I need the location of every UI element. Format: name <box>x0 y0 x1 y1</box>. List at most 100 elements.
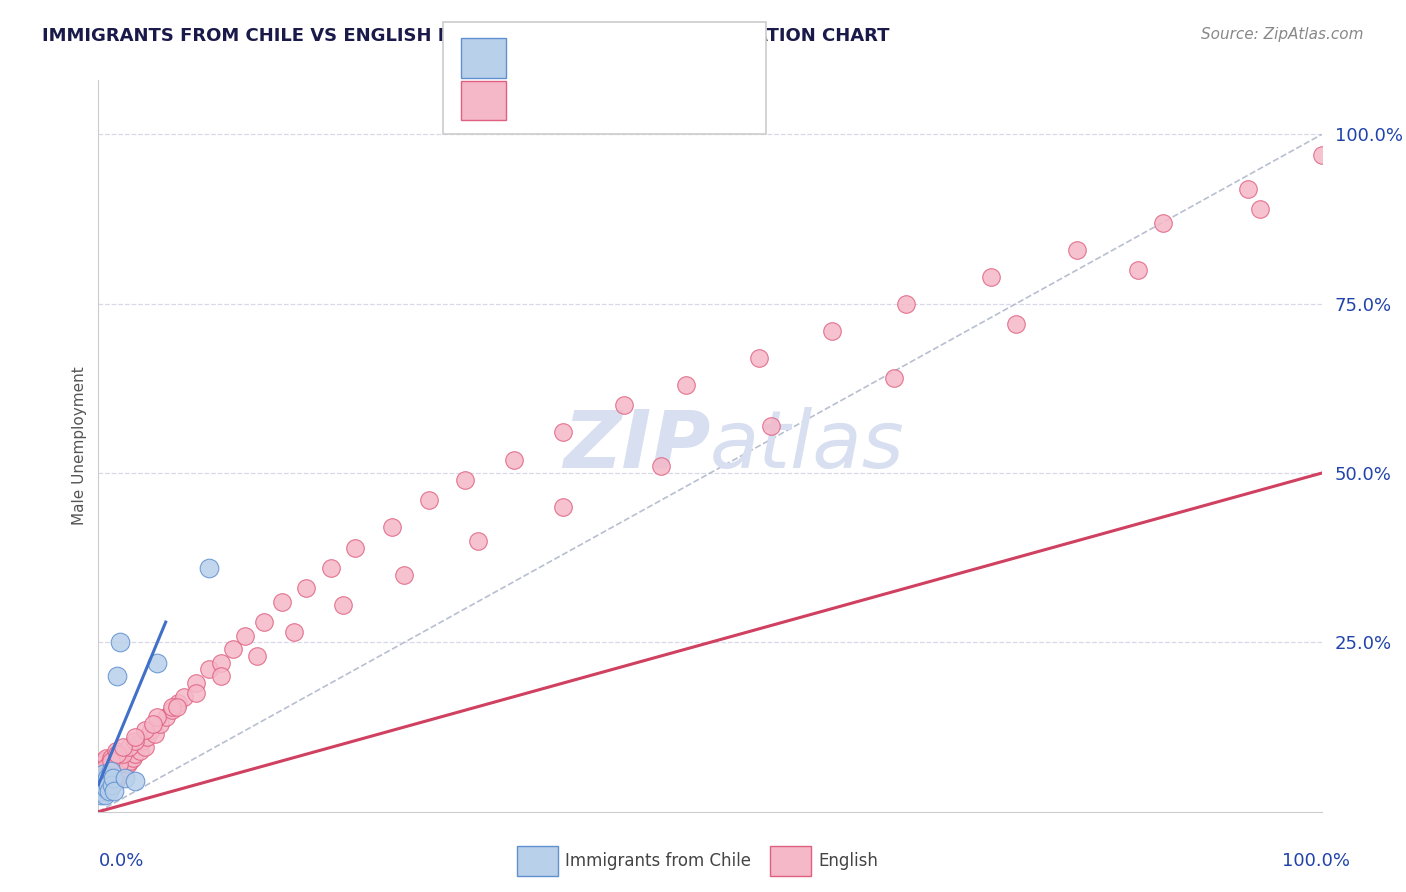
Point <box>94 767 117 781</box>
Point <box>1152 215 1174 229</box>
Point <box>101 764 124 778</box>
Point <box>101 774 124 789</box>
Point <box>111 740 134 755</box>
Point <box>100 761 122 775</box>
Point <box>94 750 117 764</box>
Point <box>118 747 141 761</box>
Point <box>332 598 354 612</box>
Point <box>155 710 177 724</box>
Point <box>124 774 146 789</box>
Point <box>101 778 124 792</box>
Point <box>124 733 146 747</box>
Point <box>107 764 129 778</box>
Point <box>104 744 127 758</box>
Point <box>121 750 143 764</box>
Point <box>108 757 131 772</box>
Point <box>111 747 134 761</box>
Text: R = 0.598   N = 24: R = 0.598 N = 24 <box>515 49 699 67</box>
Point <box>91 780 114 795</box>
Text: atlas: atlas <box>710 407 905 485</box>
Point <box>110 635 132 649</box>
Point <box>1237 181 1260 195</box>
Text: Immigrants from Chile: Immigrants from Chile <box>565 852 751 870</box>
Point <box>124 730 146 744</box>
Point <box>980 269 1002 284</box>
Point <box>89 784 111 798</box>
Point <box>91 767 114 781</box>
Point <box>142 716 165 731</box>
Point <box>131 733 153 747</box>
Point <box>129 744 152 758</box>
Text: 100.0%: 100.0% <box>1282 852 1350 870</box>
Point <box>124 747 146 761</box>
Point <box>146 710 169 724</box>
Point <box>295 581 318 595</box>
Point <box>467 533 489 548</box>
Point <box>233 629 256 643</box>
Point <box>107 754 129 768</box>
Point <box>96 774 118 789</box>
Point <box>101 754 124 768</box>
Point <box>90 757 112 772</box>
Y-axis label: Male Unemployment: Male Unemployment <box>72 367 87 525</box>
Point <box>418 493 440 508</box>
Point <box>90 784 112 798</box>
Point <box>100 771 122 785</box>
Point <box>96 761 118 775</box>
Point <box>104 764 127 778</box>
Point <box>91 764 114 778</box>
Point <box>134 740 156 755</box>
Point <box>186 676 208 690</box>
Point <box>105 771 128 785</box>
Point <box>105 669 128 683</box>
Point <box>209 656 232 670</box>
Point <box>101 771 124 785</box>
Point <box>894 297 917 311</box>
Point <box>91 780 114 795</box>
Point <box>1249 202 1271 216</box>
Point <box>91 767 114 781</box>
Point <box>821 324 844 338</box>
Point <box>94 778 117 792</box>
Point <box>167 697 190 711</box>
Point <box>111 747 134 761</box>
Point <box>93 788 115 802</box>
Text: 0.0%: 0.0% <box>98 852 143 870</box>
Point <box>114 761 136 775</box>
Point <box>761 418 783 433</box>
Text: IMMIGRANTS FROM CHILE VS ENGLISH MALE UNEMPLOYMENT CORRELATION CHART: IMMIGRANTS FROM CHILE VS ENGLISH MALE UN… <box>42 27 890 45</box>
Point <box>93 780 115 795</box>
Point <box>96 764 118 778</box>
Point <box>173 690 195 704</box>
Point <box>120 744 142 758</box>
Point <box>186 686 208 700</box>
Point <box>91 778 114 792</box>
Point <box>96 771 118 785</box>
Point <box>100 778 122 792</box>
Point <box>134 723 156 738</box>
Point <box>103 754 125 768</box>
Point <box>553 500 575 514</box>
Point <box>149 716 172 731</box>
Point <box>97 757 120 772</box>
Point <box>98 757 121 772</box>
Point <box>108 761 131 775</box>
Point <box>1004 317 1026 331</box>
Point <box>89 771 111 785</box>
Point <box>111 764 134 778</box>
Point <box>112 757 135 772</box>
Point <box>96 767 118 781</box>
Point <box>166 699 188 714</box>
Point <box>91 754 114 768</box>
Point <box>139 723 162 738</box>
Point <box>115 750 138 764</box>
Point <box>118 740 141 755</box>
Text: R =  0.611   N = 131: R = 0.611 N = 131 <box>515 92 717 110</box>
Point <box>91 771 114 785</box>
Point <box>91 771 114 785</box>
Point <box>160 699 183 714</box>
Point <box>270 595 294 609</box>
Point <box>127 737 149 751</box>
Point <box>90 767 112 781</box>
Point <box>160 703 183 717</box>
